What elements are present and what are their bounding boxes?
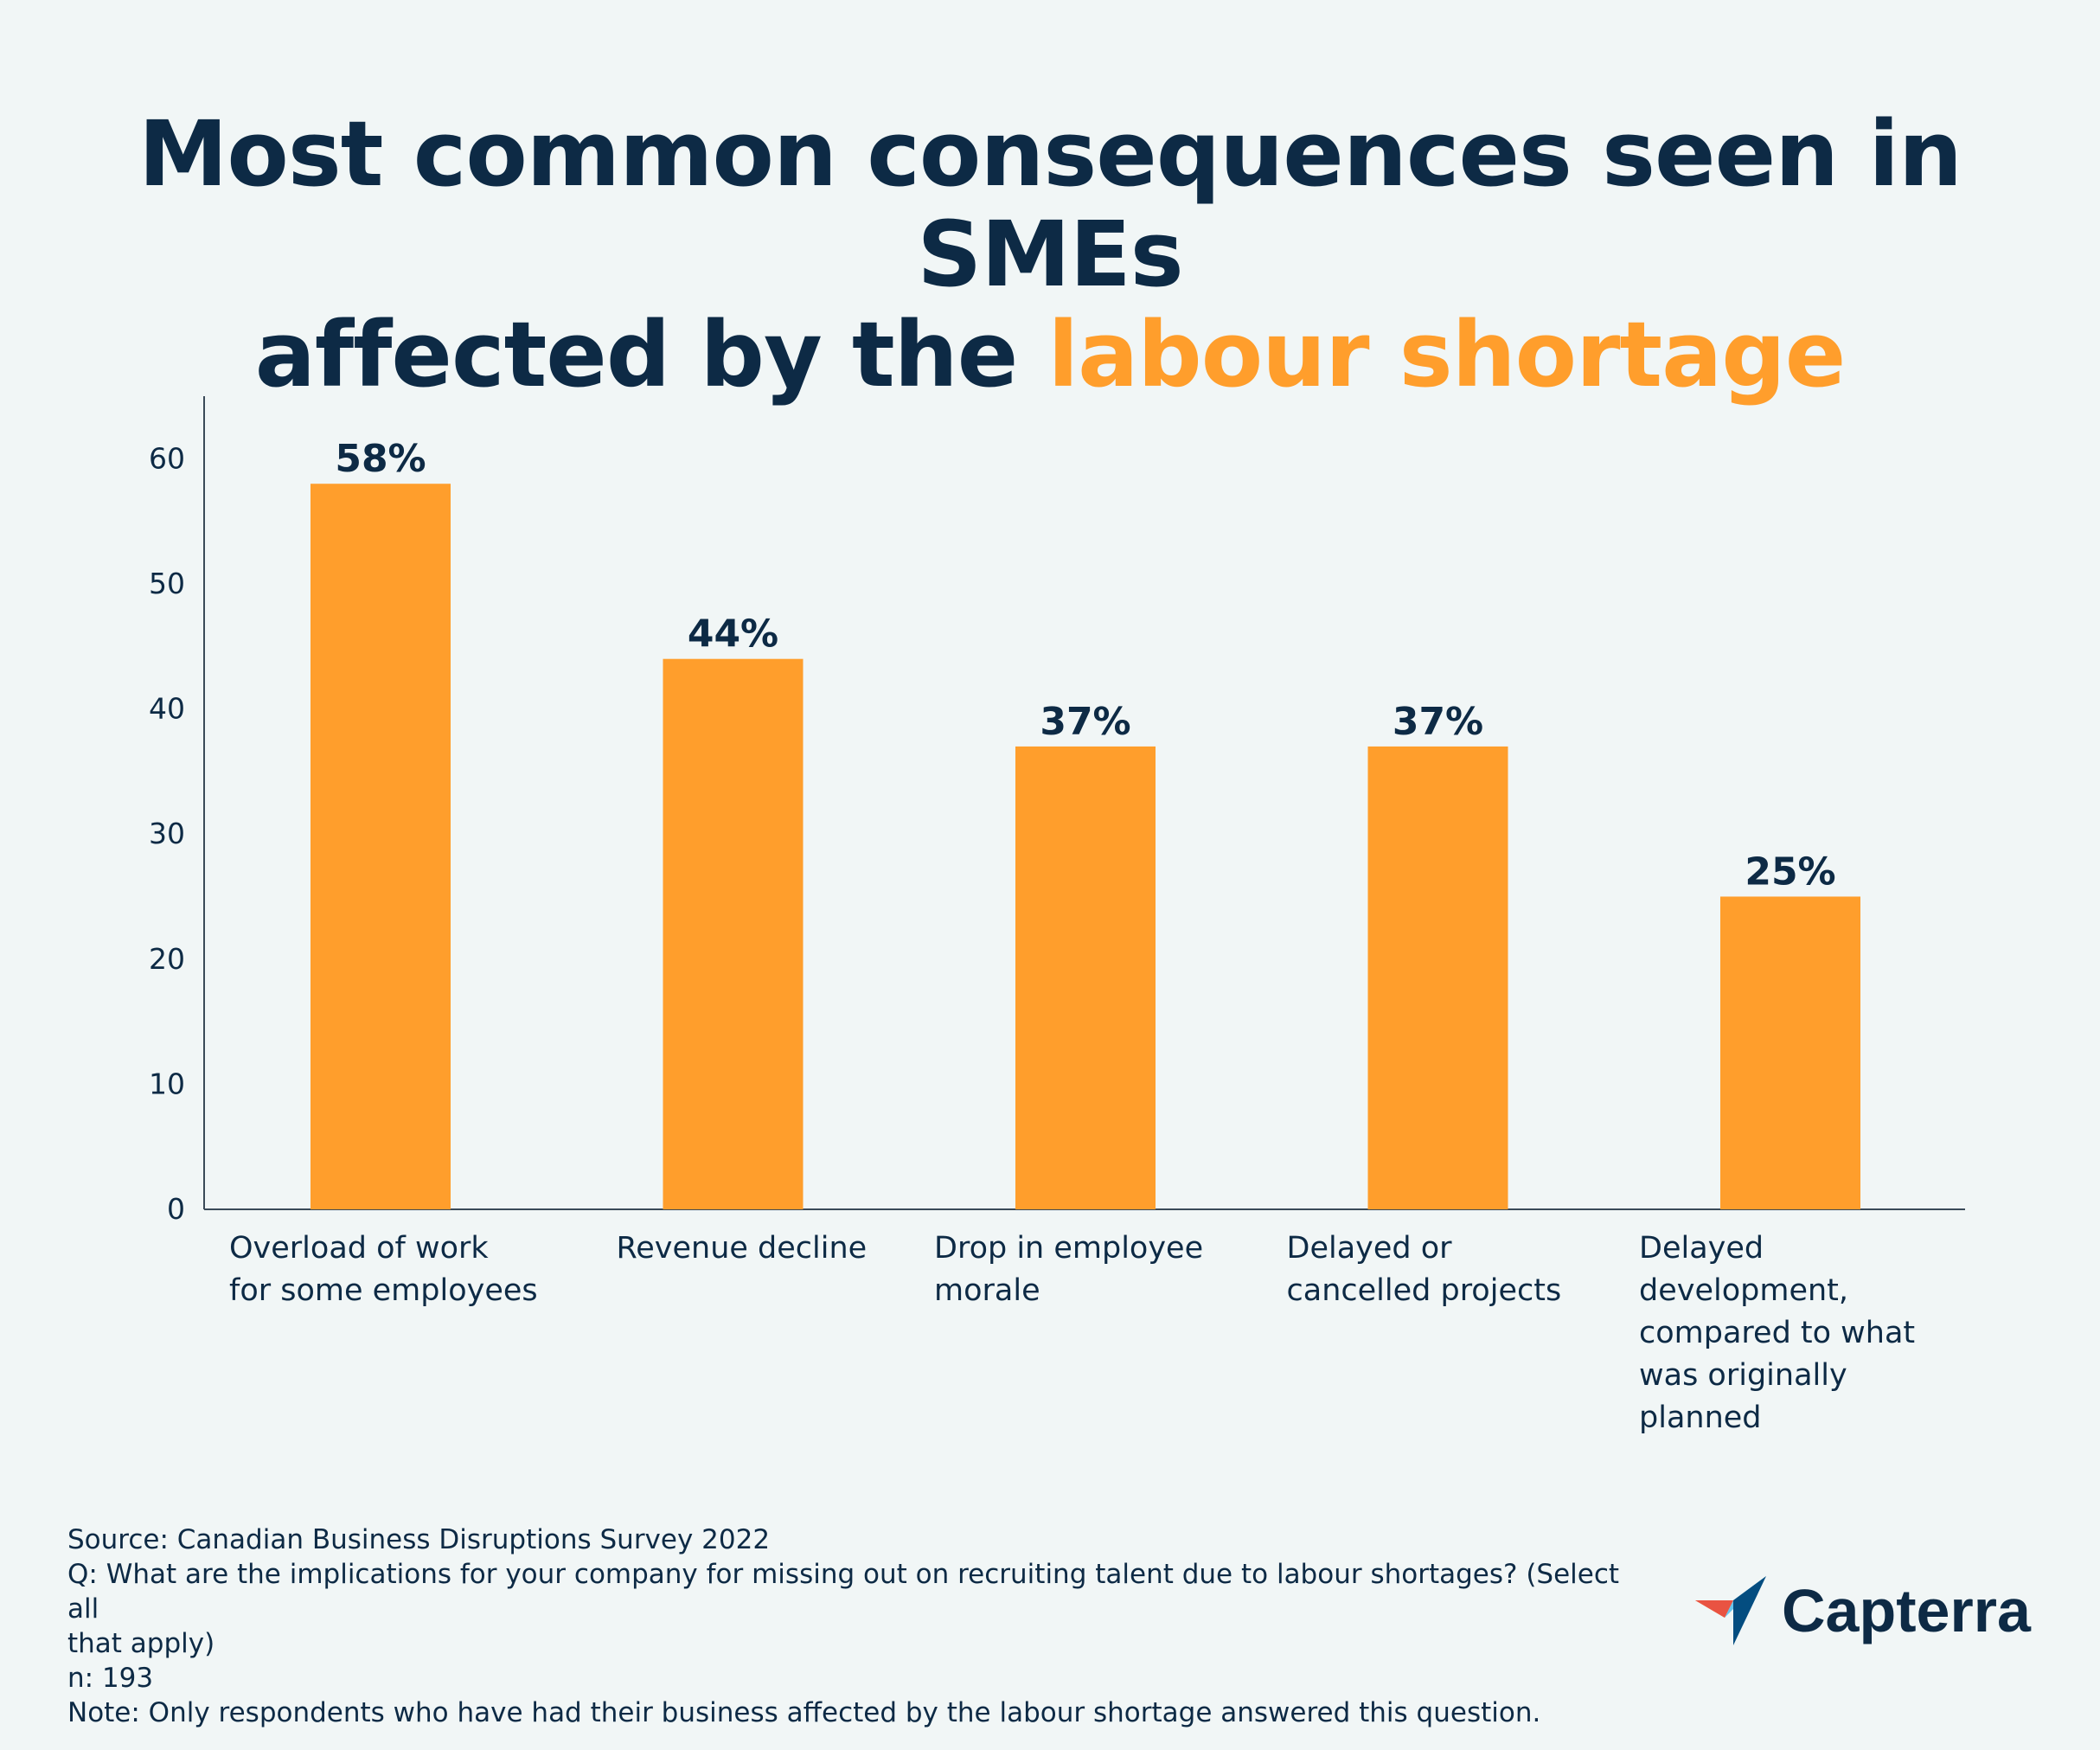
data-label: 37% [1040,700,1130,744]
x-category-label: Delayed or [1287,1231,1453,1266]
x-category-label: for some employees [229,1273,538,1308]
data-label: 37% [1393,700,1483,744]
y-tick-label: 50 [149,567,185,600]
source-note: Source: Canadian Business Disruptions Su… [67,1524,771,1555]
data-label: 58% [335,437,426,481]
capterra-logo: Capterra [1693,1567,2031,1654]
x-category-label: morale [934,1273,1040,1308]
title-line-2-prefix: affected by the [254,302,1018,407]
capterra-arrow-icon [1695,1576,1766,1645]
bar [663,658,804,1209]
chart-title: Most common consequences seen in SMEs af… [0,104,2100,405]
x-category-label: Delayed [1639,1231,1764,1266]
bar [1015,746,1156,1209]
bar [1720,896,1860,1209]
bar [311,484,451,1209]
bar-chart: 0 10 20 30 40 50 60 58% Overload of work for some… [149,396,1965,1435]
x-category-label: cancelled projects [1287,1273,1562,1308]
data-label: 25% [1745,849,1835,894]
title-line-1: Most common consequences seen in SMEs [138,101,1962,307]
x-category-label: compared to what [1639,1316,1915,1350]
title-line-2: affected by the labour shortage [0,304,2100,405]
x-category-label: was originally [1639,1358,1847,1393]
capterra-logo-text: Capterra [1782,1577,2031,1644]
sample-size-note: n: 193 [67,1663,154,1694]
chart-footer: Source: Canadian Business Disruptions Su… [67,1522,1642,1730]
x-category-label: Revenue decline [617,1231,868,1266]
y-tick-label: 0 [167,1192,185,1226]
x-category-label: planned [1639,1401,1762,1435]
y-tick-label: 40 [149,692,185,726]
bar [1367,746,1508,1209]
y-tick-label: 30 [149,817,185,850]
x-category-label: Drop in employee [934,1231,1203,1266]
x-category-label: development, [1639,1273,1848,1308]
question-note-line-2: that apply) [67,1628,215,1659]
x-category-label: Overload of work [229,1231,489,1266]
question-note-line-1: Q: What are the implications for your co… [67,1559,1620,1625]
respondents-note: Note: Only respondents who have had thei… [67,1697,1541,1728]
data-label: 44% [688,612,778,657]
y-tick-label: 10 [149,1067,185,1100]
y-tick-label: 60 [149,441,185,475]
y-tick-label: 20 [149,942,185,976]
title-line-2-accent: labour shortage [1047,302,1846,407]
